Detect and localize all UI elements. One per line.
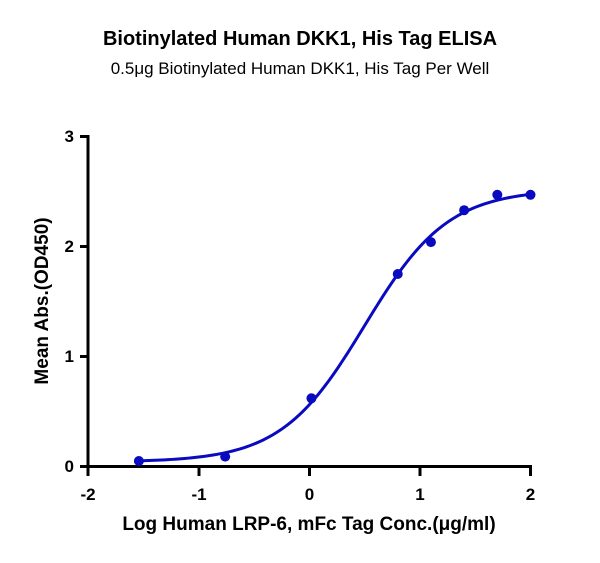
x-tick-label: -2	[80, 485, 95, 504]
x-tick-label: 2	[526, 485, 535, 504]
y-tick-label: 0	[65, 457, 74, 476]
data-point	[392, 269, 403, 279]
x-axis-title: Log Human LRP-6, mFc Tag Conc.(μg/ml)	[122, 514, 495, 535]
data-point	[459, 205, 470, 216]
x-axis: -2 -1 0 1 2 Log Human LRP-6, mFc Tag Con…	[80, 465, 535, 535]
x-tick-label: -1	[191, 485, 206, 504]
y-axis: 3 2 1 0 Mean Abs.(OD450)	[32, 127, 90, 476]
y-tick-label: 3	[65, 127, 74, 146]
fit-curve	[138, 192, 531, 463]
data-point	[220, 451, 231, 462]
y-axis-title: Mean Abs.(OD450)	[32, 217, 53, 384]
data-point	[492, 189, 503, 200]
x-tick-label: 0	[305, 485, 314, 504]
y-tick-label: 1	[65, 347, 74, 366]
x-tick-label: 1	[415, 485, 424, 504]
chart-subtitle: 0.5μg Biotinylated Human DKK1, His Tag P…	[110, 59, 490, 78]
data-point	[306, 393, 317, 404]
data-point	[525, 189, 536, 200]
y-tick-label: 2	[65, 237, 74, 256]
data-series	[133, 189, 536, 466]
chart-title: Biotinylated Human DKK1, His Tag ELISA	[102, 28, 498, 50]
data-point	[425, 237, 436, 248]
data-point	[133, 456, 144, 466]
